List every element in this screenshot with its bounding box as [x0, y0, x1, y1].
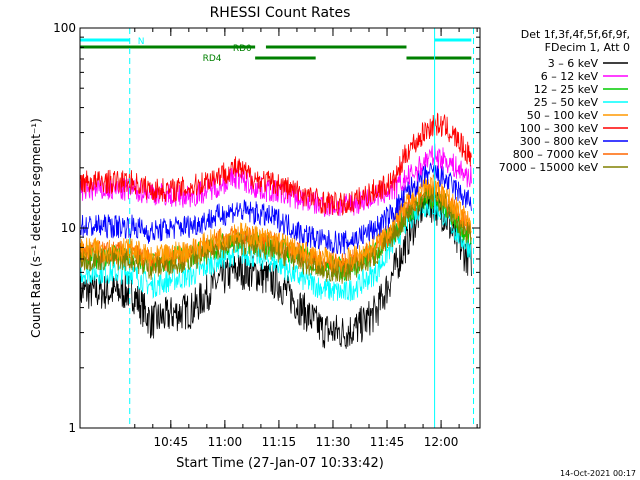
series-line-4	[79, 174, 472, 273]
x-tick-label: 11:15	[262, 435, 297, 449]
series-line-5	[79, 112, 472, 217]
footer-timestamp: 14-Oct-2021 00:17	[560, 469, 636, 478]
legend-entry-label: 25 – 50 keV	[534, 96, 599, 109]
x-axis-label: Start Time (27-Jan-07 10:33:42)	[176, 456, 384, 471]
flag-annotations: N RD0 RD4	[80, 37, 472, 64]
flag-label-rd0: RD0	[233, 44, 252, 54]
chart-title: RHESSI Count Rates	[210, 5, 351, 21]
legend-entry-label: 100 – 300 keV	[520, 122, 599, 135]
flag-label-n: N	[138, 37, 145, 47]
legend: Det 1f,3f,4f,5f,6f,9f,FDecim 1, Att 0 3 –…	[499, 28, 630, 174]
series-line-1	[79, 143, 472, 217]
legend-entry-label: 12 – 25 keV	[534, 83, 599, 96]
legend-entry-label: 3 – 6 keV	[548, 57, 599, 70]
legend-header-line: Det 1f,3f,4f,5f,6f,9f,	[521, 28, 630, 41]
legend-header-line: FDecim 1, Att 0	[545, 41, 630, 54]
x-tick-label: 11:30	[316, 435, 351, 449]
legend-entry-label: 50 – 100 keV	[527, 109, 599, 122]
legend-entry-label: 7000 – 15000 keV	[499, 161, 599, 174]
legend-entry-label: 800 – 7000 keV	[513, 148, 599, 161]
x-tick-label: 11:45	[370, 435, 405, 449]
series-line-6	[79, 162, 472, 255]
axes: 1 10 100 10:45 11:00 11:15 11:30 11:45 12:00	[53, 21, 481, 449]
x-tick-label: 11:00	[208, 435, 243, 449]
y-tick-label: 100	[53, 21, 76, 35]
x-tick-label: 10:45	[154, 435, 189, 449]
x-tick-label: 12:00	[424, 435, 459, 449]
flag-label-rd4: RD4	[203, 54, 222, 64]
y-axis-label: Count Rate (s⁻¹ detector segment⁻¹)	[29, 118, 43, 338]
series-layer	[79, 112, 472, 349]
legend-entry-label: 300 – 800 keV	[520, 135, 599, 148]
y-tick-label: 10	[61, 221, 76, 235]
legend-entry-label: 6 – 12 keV	[541, 70, 599, 83]
y-tick-label: 1	[68, 421, 76, 435]
